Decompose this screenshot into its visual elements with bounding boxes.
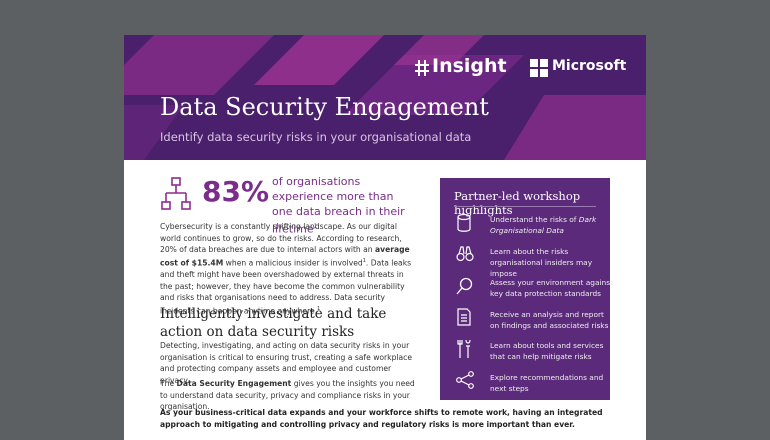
closing-paragraph: As your business-critical data expands a… xyxy=(160,408,603,429)
highlight-text: Understand the risks of xyxy=(490,215,579,224)
highlight-italic: Dark Organisational Data xyxy=(490,215,597,235)
highlight-text: Assess your environment against key data… xyxy=(490,278,613,298)
binoculars-icon xyxy=(456,246,474,262)
insight-logo-mark xyxy=(415,60,429,76)
text: when a malicious insider is involved xyxy=(223,258,363,268)
stat-text: of organisations experience more than on… xyxy=(272,174,407,237)
highlight-item: Receive an analysis and report on findin… xyxy=(490,309,615,331)
document: Insight Microsoft Data Security Engageme… xyxy=(124,35,646,440)
brand-insight: Insight xyxy=(432,55,507,77)
highlight-text: Receive an analysis and report on findin… xyxy=(490,309,609,330)
highlight-item: Explore recommendations and next steps xyxy=(490,372,615,394)
footnote: 1 xyxy=(317,305,321,312)
highlight-item: Assess your environment against key data… xyxy=(490,277,615,299)
highlight-item: Learn about tools and services that can … xyxy=(490,340,615,362)
section-paragraph: Detecting, investigating, and acting on … xyxy=(160,341,413,385)
footnote: 1 xyxy=(362,257,366,264)
hierarchy-icon xyxy=(161,177,191,210)
highlight-text: Explore recommendations and next steps xyxy=(490,372,604,393)
text: The xyxy=(160,379,177,388)
divider xyxy=(454,206,596,207)
text: . Data leaks and theft might have been o… xyxy=(160,258,412,316)
stat-value: 83% xyxy=(202,175,270,208)
share-icon xyxy=(456,371,474,389)
subtitle: Identify data security risks in your org… xyxy=(160,130,472,144)
header: Insight Microsoft Data Security Engageme… xyxy=(124,35,646,160)
database-icon xyxy=(457,214,471,232)
header-pattern xyxy=(124,35,646,160)
search-icon xyxy=(456,277,473,295)
section-paragraph: The Data Security Engagement gives you t… xyxy=(160,378,418,413)
text-bold: Data Security Engagement xyxy=(176,379,292,388)
brand-microsoft: Microsoft xyxy=(552,58,627,74)
section-heading: Intelligently investigate and take actio… xyxy=(160,306,387,340)
footnote: 1 xyxy=(313,223,318,230)
tools-icon xyxy=(457,339,471,358)
highlight-item: Understand the risks of Dark Organisatio… xyxy=(490,214,615,236)
text: gives you the insights you need to under… xyxy=(160,379,415,412)
text: Cybersecurity is a constantly shifting l… xyxy=(160,222,402,255)
text-bold: average cost of $15.4M xyxy=(160,245,410,268)
title: Data Security Engagement xyxy=(160,93,489,121)
sidebar: Partner-led workshop highlights Understa… xyxy=(440,178,613,400)
microsoft-logo-mark xyxy=(530,59,548,77)
stat-label: of organisations experience more than on… xyxy=(272,175,405,236)
intro-paragraph: Cybersecurity is a constantly shifting l… xyxy=(160,221,418,317)
highlight-text: Learn about tools and services that can … xyxy=(490,341,604,361)
sidebar-title: Partner-led workshop highlights xyxy=(454,189,581,217)
highlight-item: Learn about the risks organisational ins… xyxy=(490,246,615,279)
report-icon xyxy=(457,308,471,326)
highlight-text: Learn about the risks organisational ins… xyxy=(490,246,593,278)
